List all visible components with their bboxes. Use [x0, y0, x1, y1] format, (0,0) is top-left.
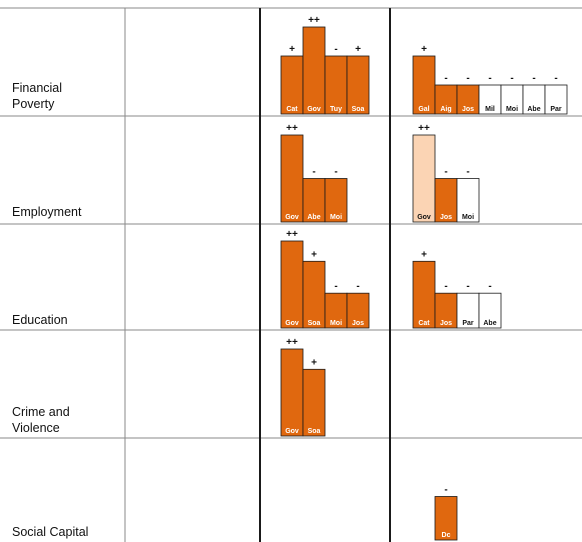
bar-par [544, 84, 568, 115]
bar-moi [456, 178, 480, 223]
bar-code-label: Abe [527, 106, 540, 113]
bar-sign-label: + [311, 357, 317, 368]
bar-code-label: Moi [462, 214, 474, 221]
bar-sign-label: + [421, 44, 427, 55]
bar-sign-label: ++ [308, 15, 320, 26]
bar-sign-label: - [334, 281, 337, 292]
bar-sign-label: ++ [418, 123, 430, 134]
bar-code-label: Jos [352, 320, 364, 327]
bar-sign-label: - [444, 167, 447, 178]
bar-abe [478, 292, 502, 329]
bar-sign-label: + [311, 249, 317, 260]
bar-code-label: Soa [308, 428, 321, 435]
bar-code-label: Aig [440, 106, 451, 113]
bar-code-label: Gov [285, 214, 299, 221]
bar-code-label: Moi [330, 320, 342, 327]
bar-code-label: Cat [286, 106, 298, 113]
bar-code-label: Tuy [330, 106, 342, 113]
bar-code-label: Gov [285, 320, 299, 327]
bar-moi [324, 178, 348, 223]
bar-cat [412, 260, 436, 329]
bar-code-label: Abe [307, 214, 320, 221]
bar-code-label: Gov [307, 106, 321, 113]
bar-code-label: Cat [418, 320, 430, 327]
bar-sign-label: ++ [286, 229, 298, 240]
bar-sign-label: - [334, 44, 337, 55]
bar-code-label: Mil [485, 106, 495, 113]
bar-code-label: Jos [440, 320, 452, 327]
row-label: Education [12, 313, 68, 327]
bar-soa [302, 368, 326, 437]
bar-code-label: Moi [506, 106, 518, 113]
bar-sign-label: - [356, 281, 359, 292]
row-label: Crime and Violence [12, 405, 70, 435]
bar-gov [280, 240, 304, 329]
row-label: Financial Poverty [12, 81, 63, 111]
bar-gov [280, 134, 304, 223]
bar-sign-label: - [312, 167, 315, 178]
bar-code-label: Dc [442, 532, 451, 539]
bar-sign-label: - [444, 73, 447, 84]
bar-code-label: Abe [483, 320, 496, 327]
bar-sign-label: - [444, 281, 447, 292]
bar-sign-label: + [355, 44, 361, 55]
bar-sign-label: - [444, 485, 447, 496]
bar-code-label: Moi [330, 214, 342, 221]
bar-gov [412, 134, 436, 223]
bar-sign-label: + [421, 249, 427, 260]
bar-sign-label: + [289, 44, 295, 55]
bar-sign-label: - [466, 73, 469, 84]
bar-gov [280, 348, 304, 437]
bar-code-label: Soa [352, 106, 365, 113]
bar-sign-label: ++ [286, 337, 298, 348]
bar-sign-label: - [466, 281, 469, 292]
bar-soa [302, 260, 326, 329]
row-label: Social Capital [12, 525, 89, 539]
bar-sign-label: - [488, 73, 491, 84]
bar-code-label: Gov [417, 214, 431, 221]
bar-sign-label: - [554, 73, 557, 84]
bar-code-label: Gov [285, 428, 299, 435]
bar-code-label: Soa [308, 320, 321, 327]
bar-code-label: Jos [440, 214, 452, 221]
bar-sign-label: ++ [286, 123, 298, 134]
bar-sign-label: - [466, 167, 469, 178]
bar-dc [434, 496, 458, 541]
bar-code-label: Par [462, 320, 474, 327]
bar-sign-label: - [510, 73, 513, 84]
bar-sign-label: - [488, 281, 491, 292]
row-label: Employment [12, 205, 82, 219]
bar-sign-label: - [334, 167, 337, 178]
bar-jos [346, 292, 370, 329]
bar-sign-label: - [532, 73, 535, 84]
bar-code-label: Jos [462, 106, 474, 113]
bar-code-label: Par [550, 106, 562, 113]
bar-code-label: Gal [418, 106, 429, 113]
bar-gov [302, 26, 326, 115]
bar-soa [346, 55, 370, 115]
